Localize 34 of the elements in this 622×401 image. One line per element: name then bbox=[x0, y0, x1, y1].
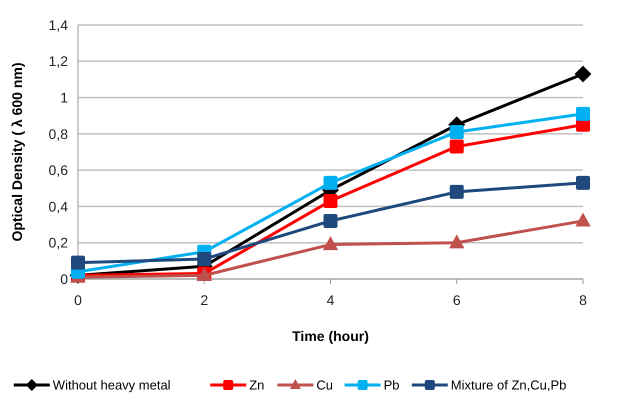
legend-label: Without heavy metal bbox=[52, 378, 171, 393]
point bbox=[449, 234, 464, 248]
x-tick-label: 2 bbox=[200, 292, 208, 308]
point bbox=[197, 252, 212, 266]
point bbox=[450, 125, 464, 140]
legend-label: Pb bbox=[384, 378, 400, 393]
x-tick-label: 4 bbox=[326, 292, 335, 308]
y-tick-label: 0,4 bbox=[48, 198, 68, 214]
x-axis-title: Time (hour) bbox=[292, 328, 369, 344]
x-tick-label: 8 bbox=[579, 292, 588, 308]
legend-label: Mixture of Zn,Cu,Pb bbox=[450, 378, 566, 393]
y-tick-label: 1 bbox=[60, 89, 68, 106]
point bbox=[450, 184, 464, 199]
y-tick-label: 0,2 bbox=[48, 234, 68, 251]
y-tick-label: 0,8 bbox=[48, 126, 68, 142]
point bbox=[322, 236, 338, 250]
y-axis-title: Optical Density ( λ 600 nm) bbox=[9, 62, 25, 242]
point bbox=[324, 214, 338, 228]
point bbox=[576, 106, 590, 121]
point bbox=[71, 256, 85, 270]
legend-label: Cu bbox=[316, 378, 334, 393]
y-tick-label: 1,2 bbox=[48, 53, 68, 70]
y-tick-label: 1,4 bbox=[48, 16, 68, 33]
legend-label: Zn bbox=[249, 378, 264, 393]
point bbox=[575, 212, 591, 227]
y-tick-label: 0 bbox=[60, 270, 68, 287]
point bbox=[574, 66, 592, 82]
x-tick-label: 0 bbox=[74, 292, 82, 308]
point bbox=[324, 176, 338, 190]
point bbox=[324, 194, 338, 208]
x-tick-label: 6 bbox=[452, 292, 461, 308]
y-tick-label: 0,6 bbox=[48, 162, 68, 178]
point bbox=[450, 140, 464, 154]
point bbox=[576, 176, 590, 190]
